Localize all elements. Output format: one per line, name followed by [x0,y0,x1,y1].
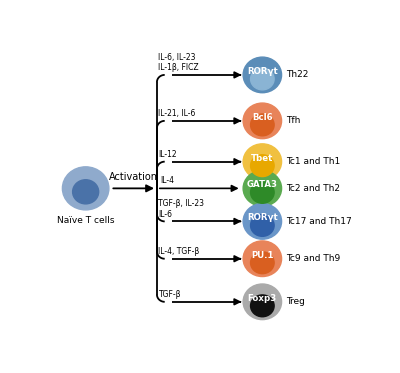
Circle shape [250,214,274,236]
Text: GATA3: GATA3 [247,181,278,189]
Circle shape [243,241,282,276]
Circle shape [73,180,99,204]
Circle shape [243,103,282,139]
Text: IL-12: IL-12 [158,150,177,159]
Circle shape [250,295,274,317]
Circle shape [250,68,274,90]
Text: Th22: Th22 [286,70,308,79]
Text: PU.1: PU.1 [251,251,274,260]
Text: IL-4, TGF-β: IL-4, TGF-β [158,247,200,256]
Text: Tc9 and Th9: Tc9 and Th9 [286,254,340,263]
Circle shape [250,182,274,203]
Text: Naïve T cells: Naïve T cells [57,216,114,225]
Text: Activation: Activation [109,172,158,182]
Text: Bcl6: Bcl6 [252,113,273,122]
Text: IL-4: IL-4 [160,176,174,185]
Text: IL-6, IL-23
IL-1β, FICZ: IL-6, IL-23 IL-1β, FICZ [158,53,199,72]
Circle shape [250,252,274,274]
Circle shape [250,114,274,136]
Text: Foxp3: Foxp3 [248,294,277,303]
Text: Tc2 and Th2: Tc2 and Th2 [286,184,340,193]
Text: IL-21, IL-6: IL-21, IL-6 [158,109,196,118]
Circle shape [62,167,109,210]
Text: RORγt: RORγt [247,213,278,222]
Circle shape [243,170,282,206]
Circle shape [243,204,282,239]
Circle shape [243,284,282,320]
Text: Tc1 and Th1: Tc1 and Th1 [286,157,340,166]
Text: Tc17 and Th17: Tc17 and Th17 [286,217,352,226]
Text: Tbet: Tbet [251,154,274,163]
Text: TGF-β, IL-23
IL-6: TGF-β, IL-23 IL-6 [158,199,204,219]
Circle shape [250,155,274,176]
Circle shape [243,144,282,179]
Text: Tfh: Tfh [286,116,300,125]
Text: Treg: Treg [286,297,305,306]
Text: TGF-β: TGF-β [158,290,181,299]
Text: RORγt: RORγt [247,67,278,76]
Circle shape [243,57,282,93]
